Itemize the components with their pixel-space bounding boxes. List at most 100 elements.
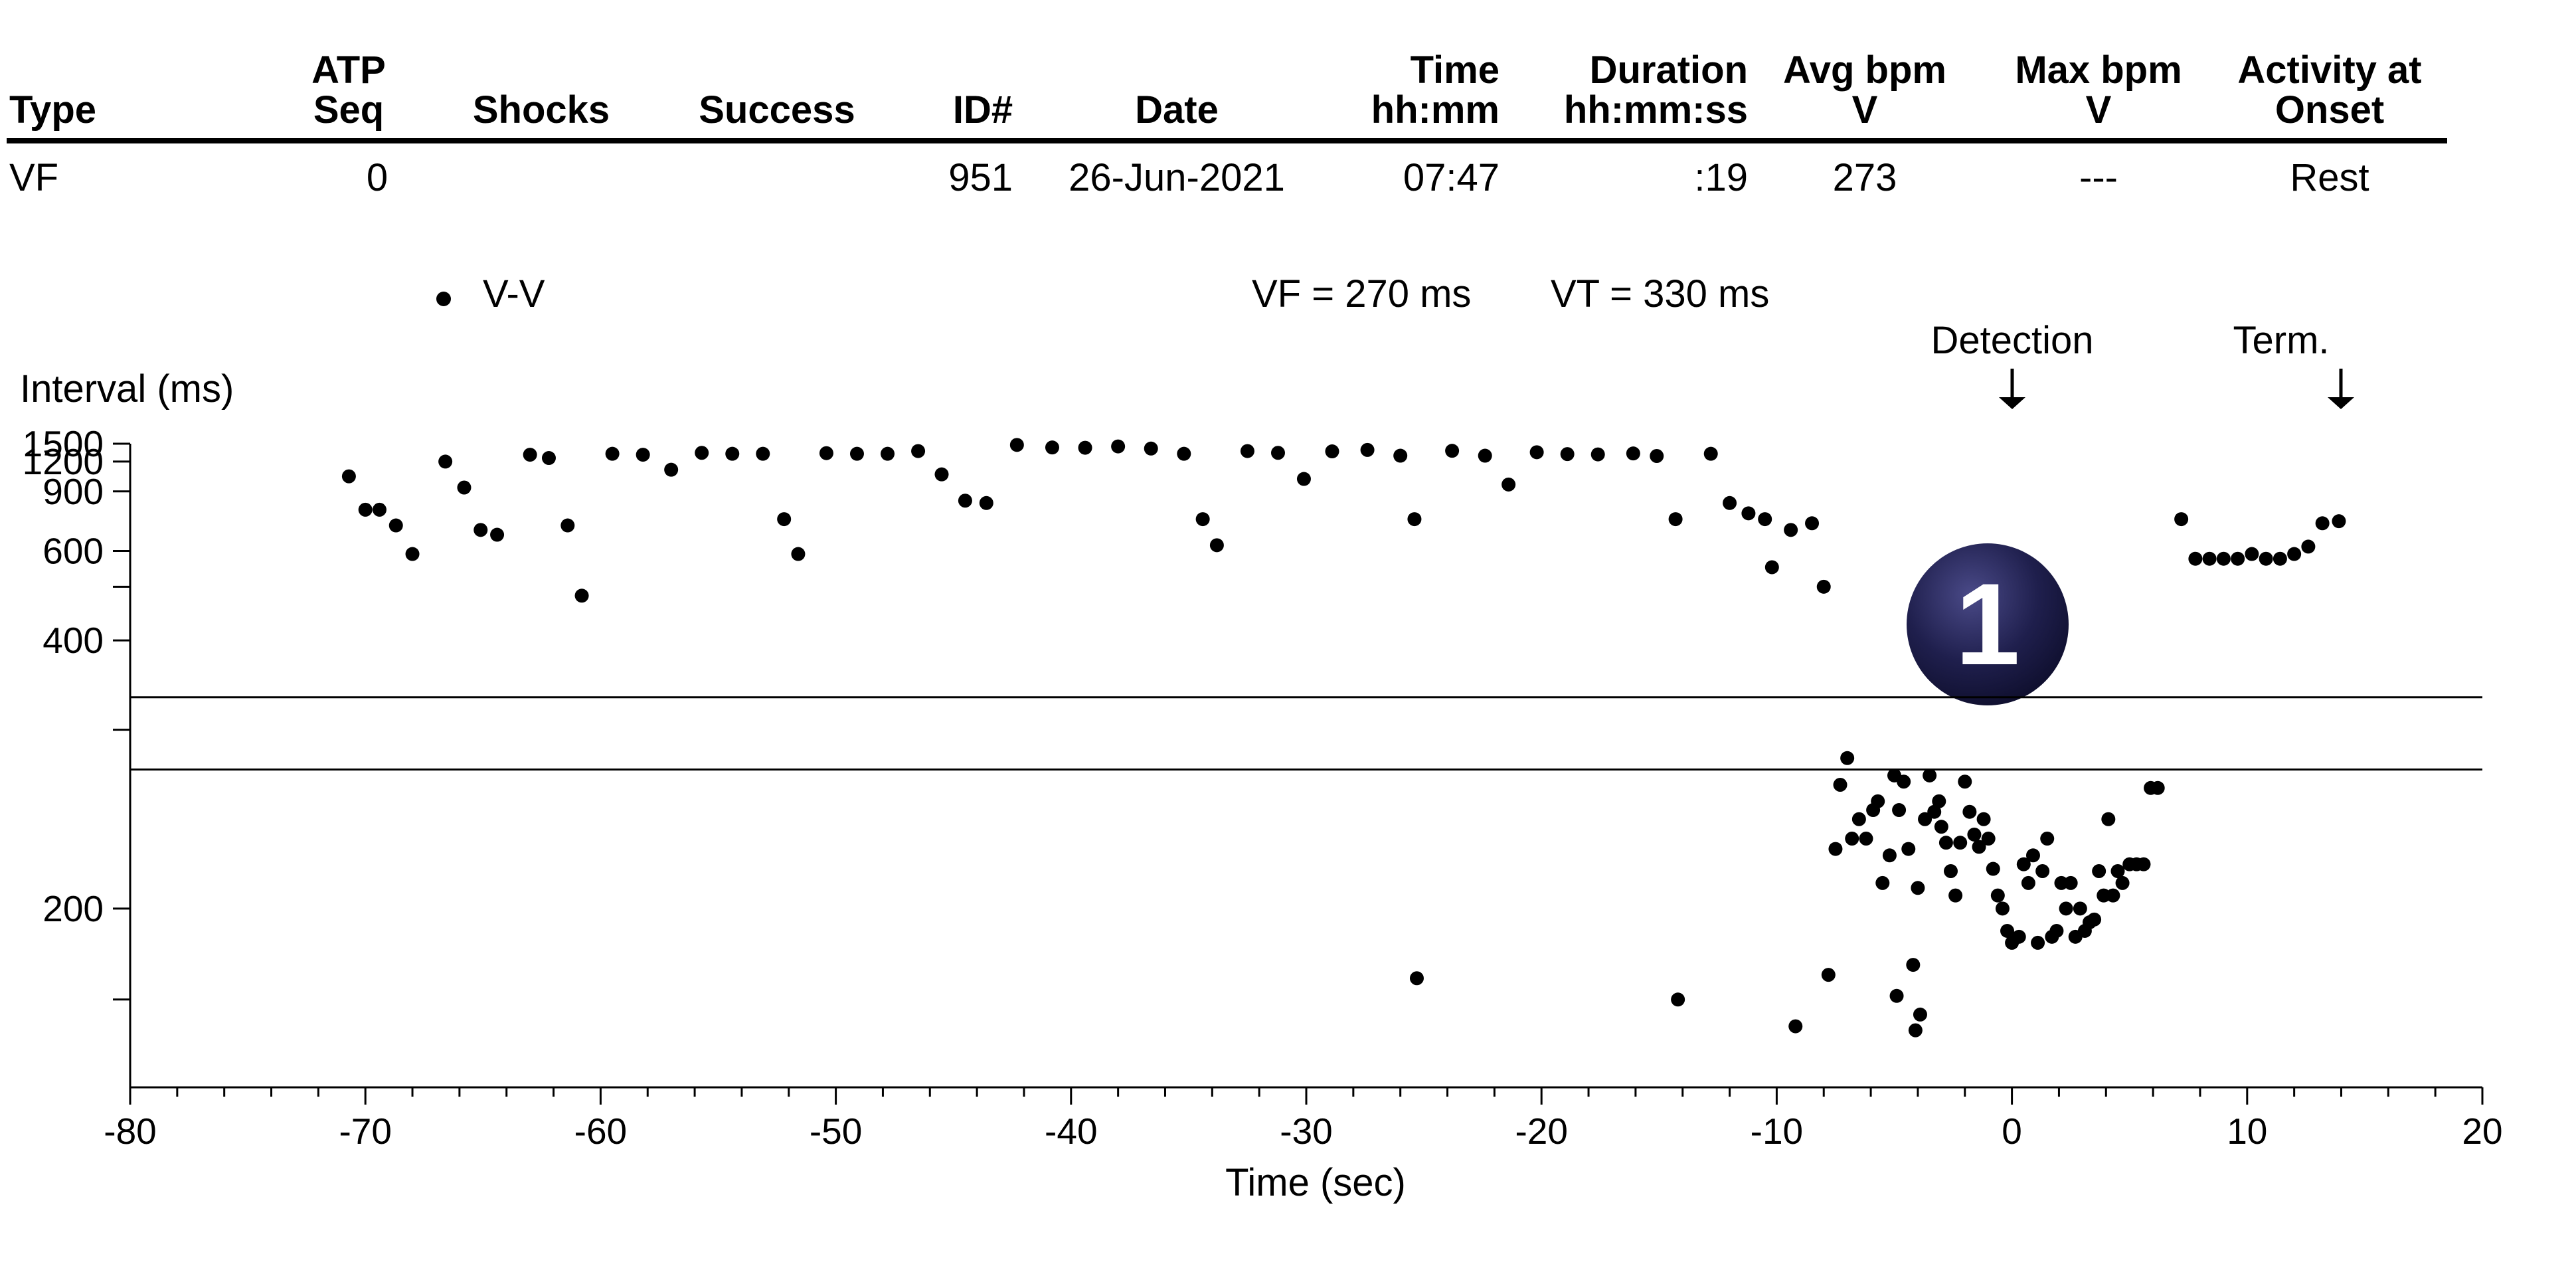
vv-interval-point (1934, 820, 1948, 834)
vv-interval-point (1892, 803, 1907, 818)
vv-interval-point (1626, 446, 1640, 461)
chart-legend: V-V (436, 272, 545, 316)
vv-interval-point (2259, 551, 2273, 566)
vv-interval-point (1967, 827, 1982, 842)
cell-atp: 0 (367, 156, 388, 199)
vv-interval-point (2012, 929, 2026, 944)
x-tick-label: -70 (339, 1111, 392, 1152)
vv-interval-point (1918, 812, 1932, 826)
detection-arrow-head (1999, 397, 2025, 409)
vv-interval-point (1833, 777, 1847, 792)
header-time-line1: Time (1411, 48, 1500, 92)
vv-interval-point (1144, 441, 1158, 456)
header-atp-line1: ATP (311, 48, 386, 92)
vv-interval-point (1816, 579, 1831, 594)
vv-interval-point (1009, 438, 1024, 452)
vv-interval-point (341, 469, 356, 484)
vv-interval-point (2136, 857, 2151, 871)
header-id: ID# (953, 88, 1013, 132)
vv-interval-point (1758, 512, 1772, 527)
vv-interval-point (388, 518, 403, 533)
legend-label: V-V (483, 272, 545, 316)
term-arrow-head (2328, 397, 2354, 409)
vv-interval-point (934, 467, 949, 482)
header-type: Type (9, 88, 96, 132)
vv-interval-point (1502, 477, 1516, 492)
vv-interval-point (2287, 547, 2302, 561)
header-shocks: Shocks (473, 88, 610, 132)
vv-interval-point (2021, 875, 2035, 890)
vv-interval-point (1270, 446, 1285, 460)
vv-interval-point (2273, 551, 2287, 566)
vv-interval-point (1972, 840, 1986, 854)
vv-interval-point (1407, 512, 1422, 527)
x-tick-label: -30 (1280, 1111, 1333, 1152)
x-tick-label: 0 (2002, 1111, 2022, 1152)
vv-interval-point (791, 547, 806, 561)
vv-interval-series (341, 438, 2346, 1038)
header-date: Date (1135, 88, 1219, 132)
vv-interval-point (2150, 780, 2165, 795)
vv-interval-point (2332, 514, 2346, 529)
vv-interval-point (2000, 923, 2015, 938)
vv-interval-point (2174, 512, 2189, 527)
y-tick-label: 1500 (23, 423, 104, 464)
y-tick-label: 900 (43, 471, 104, 512)
vv-interval-point (1958, 774, 1972, 789)
vv-interval-point (2101, 812, 2116, 826)
vv-interval-point (2245, 547, 2259, 561)
header-duration-line1: Duration (1590, 48, 1748, 92)
vv-interval-point (1560, 447, 1575, 462)
vv-interval-point (1703, 446, 1718, 461)
y-tick-label: 600 (43, 531, 104, 572)
vv-interval-point (2031, 935, 2045, 950)
vv-interval-point (1938, 836, 1953, 850)
header-max-line2: V (2086, 88, 2112, 132)
vv-interval-point (979, 496, 993, 510)
vv-interval-point (438, 454, 453, 469)
cell-avg: 273 (1833, 156, 1897, 199)
vv-interval-point (1906, 958, 1921, 972)
x-tick-label: 10 (2227, 1111, 2267, 1152)
badge-circle (1907, 543, 2069, 705)
term-marker: Term. (2233, 319, 2354, 409)
x-axis-title: Time (sec) (1225, 1161, 1406, 1204)
x-tick-label: -50 (810, 1111, 863, 1152)
cell-date: 26-Jun-2021 (1069, 156, 1285, 199)
vv-interval-point (881, 446, 895, 461)
vv-interval-point (1177, 446, 1191, 461)
vv-interval-point (1764, 560, 1779, 575)
vv-interval-point (2231, 551, 2245, 566)
vv-interval-point (911, 444, 926, 458)
badge-number: 1 (1955, 560, 2019, 689)
vv-interval-point (1529, 445, 1544, 460)
header-atp-line2: Seq (313, 88, 384, 132)
vv-interval-point (1409, 971, 1424, 986)
vv-interval-point (725, 446, 740, 461)
vv-interval-point (2202, 551, 2217, 566)
vv-interval-point (1788, 1019, 1803, 1034)
term-label: Term. (2233, 319, 2330, 362)
cell-max: --- (2079, 156, 2118, 199)
vv-interval-point (1078, 440, 1092, 455)
vv-interval-point (695, 446, 709, 460)
x-tick-label: -10 (1751, 1111, 1804, 1152)
vv-interval-point (2315, 516, 2330, 531)
vv-interval-point (605, 446, 620, 461)
vv-interval-point (1045, 440, 1059, 455)
vv-interval-point (1840, 751, 1855, 765)
episode-number-badge: 1 (1907, 543, 2069, 705)
vv-interval-point (1913, 1007, 1927, 1022)
vv-interval-point (1821, 968, 1836, 982)
vv-interval-point (2188, 551, 2203, 566)
vv-interval-point (1908, 1023, 1923, 1038)
vv-interval-point (1953, 836, 1968, 850)
vv-interval-point (756, 446, 770, 461)
vv-interval-point (1650, 449, 1664, 464)
y-tick-label: 200 (43, 888, 104, 929)
vv-interval-point (1209, 538, 1224, 553)
vv-interval-point (2092, 863, 2106, 878)
vv-interval-point (2035, 863, 2050, 878)
vv-interval-point (1948, 888, 1963, 903)
episode-table: ATP Time Duration Avg bpm Max bpm Activi… (7, 48, 2447, 199)
